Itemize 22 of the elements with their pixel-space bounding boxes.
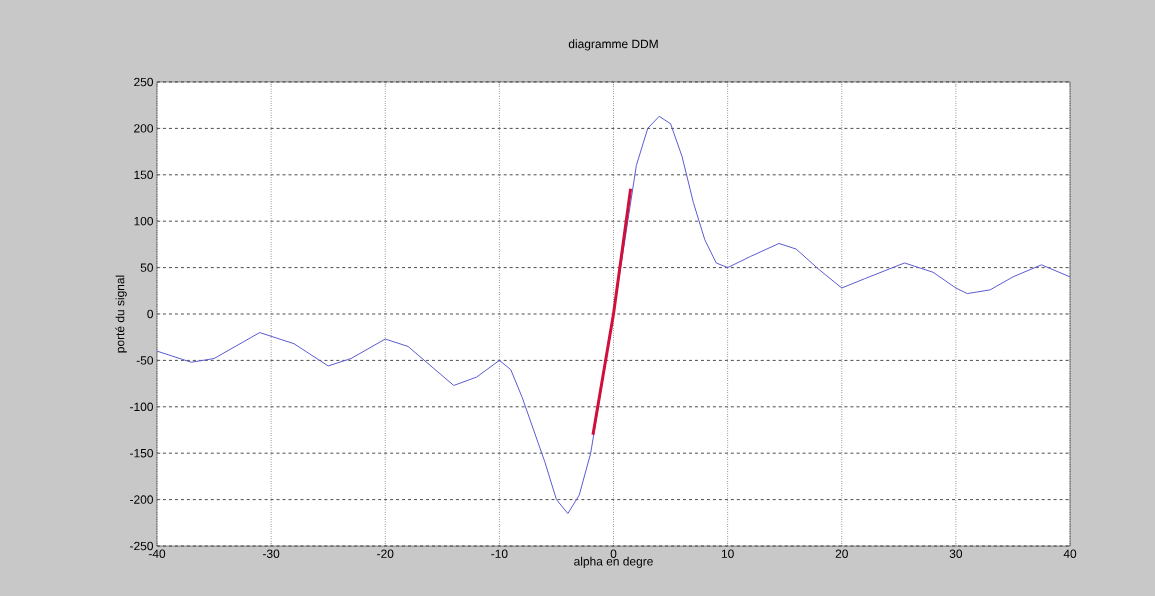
y-tick-label: -50 [136, 356, 154, 365]
y-tick-label: 250 [134, 77, 154, 87]
x-tick-label: -30 [263, 549, 280, 558]
chart-title: diagramme DDM [568, 39, 658, 51]
x-tick-label: -10 [491, 549, 508, 558]
y-axis-title: porté du signal [115, 275, 127, 353]
y-tick-label: 50 [140, 263, 154, 272]
x-tick-label: 0 [610, 549, 617, 558]
y-tick-label: 0 [147, 309, 154, 319]
y-tick-label: -250 [130, 541, 154, 551]
x-tick-label: -40 [148, 549, 166, 558]
x-tick-label: 20 [835, 549, 848, 558]
x-tick-label: 30 [949, 549, 963, 558]
y-tick-label: 100 [134, 216, 154, 226]
y-tick-label: -100 [130, 402, 154, 412]
y-tick-label: -150 [130, 448, 154, 458]
y-tick-label: -200 [130, 495, 154, 504]
y-tick-label: 150 [134, 170, 154, 180]
x-tick-label: -20 [377, 549, 394, 558]
y-tick-label: 200 [134, 124, 154, 133]
x-tick-label: 10 [721, 549, 734, 558]
x-tick-label: 40 [1063, 549, 1077, 558]
